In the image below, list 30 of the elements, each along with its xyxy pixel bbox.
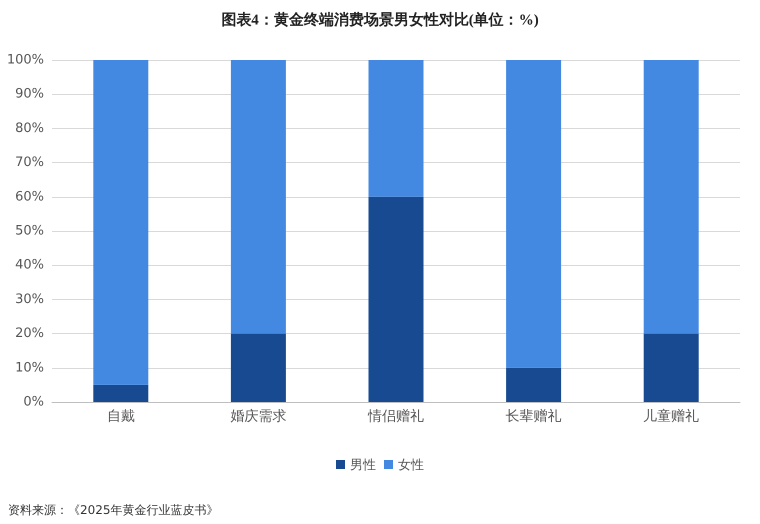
y-tick-label: 80% [15,120,44,136]
y-tick-label: 60% [15,189,44,204]
bar [368,196,424,402]
x-tick-label: 自戴 [106,408,135,424]
y-tick-label: 100% [6,52,44,68]
y-tick-label: 20% [15,326,44,342]
x-tick-label: 情侣赠礼 [367,408,424,424]
bar [368,60,424,197]
bar [93,60,148,385]
y-tick-label: 50% [15,224,44,238]
y-tick-label: 90% [15,86,44,102]
legend-label: 女性 [398,457,424,472]
chart-title: 图表4：黄金终端消费场景男女性对比(单位：%) [221,12,539,28]
bar [230,60,286,334]
y-tick-label: 10% [15,360,44,376]
y-tick-label: 0% [23,394,44,410]
x-tick-label: 儿童赠礼 [643,408,700,424]
bar [506,60,562,368]
legend-label: 男性 [350,457,376,472]
bar [506,368,562,402]
text: 资料来源：《2025年黄金行业蓝皮书》 [8,503,219,517]
bar [644,60,699,334]
bar [93,384,148,402]
bar [230,334,286,402]
x-tick-label: 长辈赠礼 [506,408,562,424]
y-tick-label: 70% [15,155,44,170]
bar [644,334,699,402]
x-tick-label: 婚庆需求 [230,408,286,424]
y-tick-label: 40% [15,258,44,273]
y-tick-label: 30% [15,292,44,307]
